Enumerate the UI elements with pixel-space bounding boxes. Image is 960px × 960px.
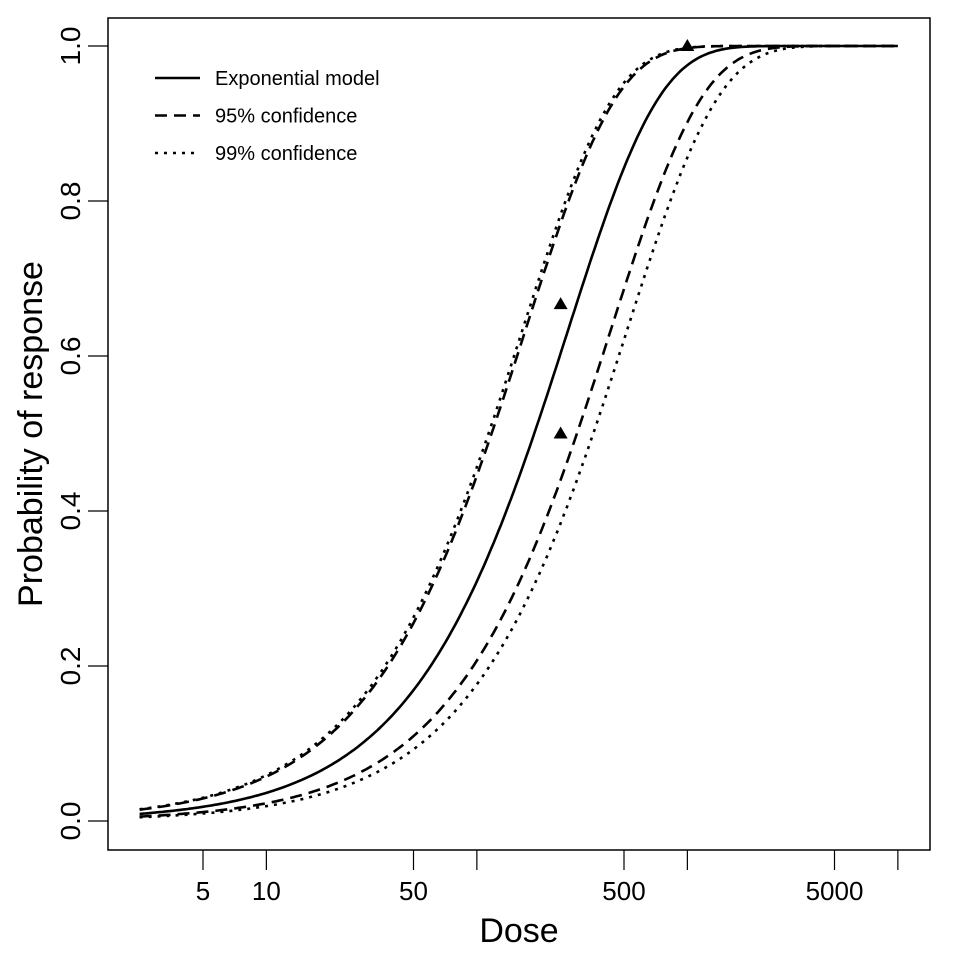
data-point-triangle xyxy=(680,39,695,51)
y-axis-title: Probability of response xyxy=(12,261,50,607)
curve-95-confidence-lower xyxy=(139,44,898,818)
legend-label: Exponential model xyxy=(215,68,380,90)
data-point-triangle xyxy=(553,297,568,310)
x-tick-label: 5000 xyxy=(806,876,864,906)
x-tick-label: 5 xyxy=(196,876,210,906)
plot-frame xyxy=(107,17,931,851)
x-tick-label: 10 xyxy=(252,876,281,906)
data-points xyxy=(553,39,695,439)
y-tick-label: 1.0 xyxy=(55,27,86,66)
x-axis: 5 10 50 500 5000 xyxy=(196,850,899,906)
data-point-triangle xyxy=(553,426,568,439)
curve-95-confidence xyxy=(139,44,898,811)
legend: Exponential model 95% confidence 99% confi… xyxy=(155,68,380,165)
y-tick-label: 0.0 xyxy=(55,802,86,841)
y-tick-label: 0.2 xyxy=(55,647,86,686)
x-axis-title: Dose xyxy=(479,912,558,950)
x-tick-label: 500 xyxy=(602,876,645,906)
curve-99-confidence-lower xyxy=(139,44,898,819)
x-tick-label: 50 xyxy=(399,876,428,906)
y-tick-label: 0.6 xyxy=(55,337,86,376)
curves xyxy=(139,44,898,819)
legend-label: 99% confidence xyxy=(215,143,357,165)
legend-label: 95% confidence xyxy=(215,106,357,128)
y-axis: 0.0 0.2 0.4 0.6 0.8 1.0 xyxy=(55,27,108,841)
y-tick-label: 0.8 xyxy=(55,182,86,221)
y-tick-label: 0.4 xyxy=(55,492,86,531)
